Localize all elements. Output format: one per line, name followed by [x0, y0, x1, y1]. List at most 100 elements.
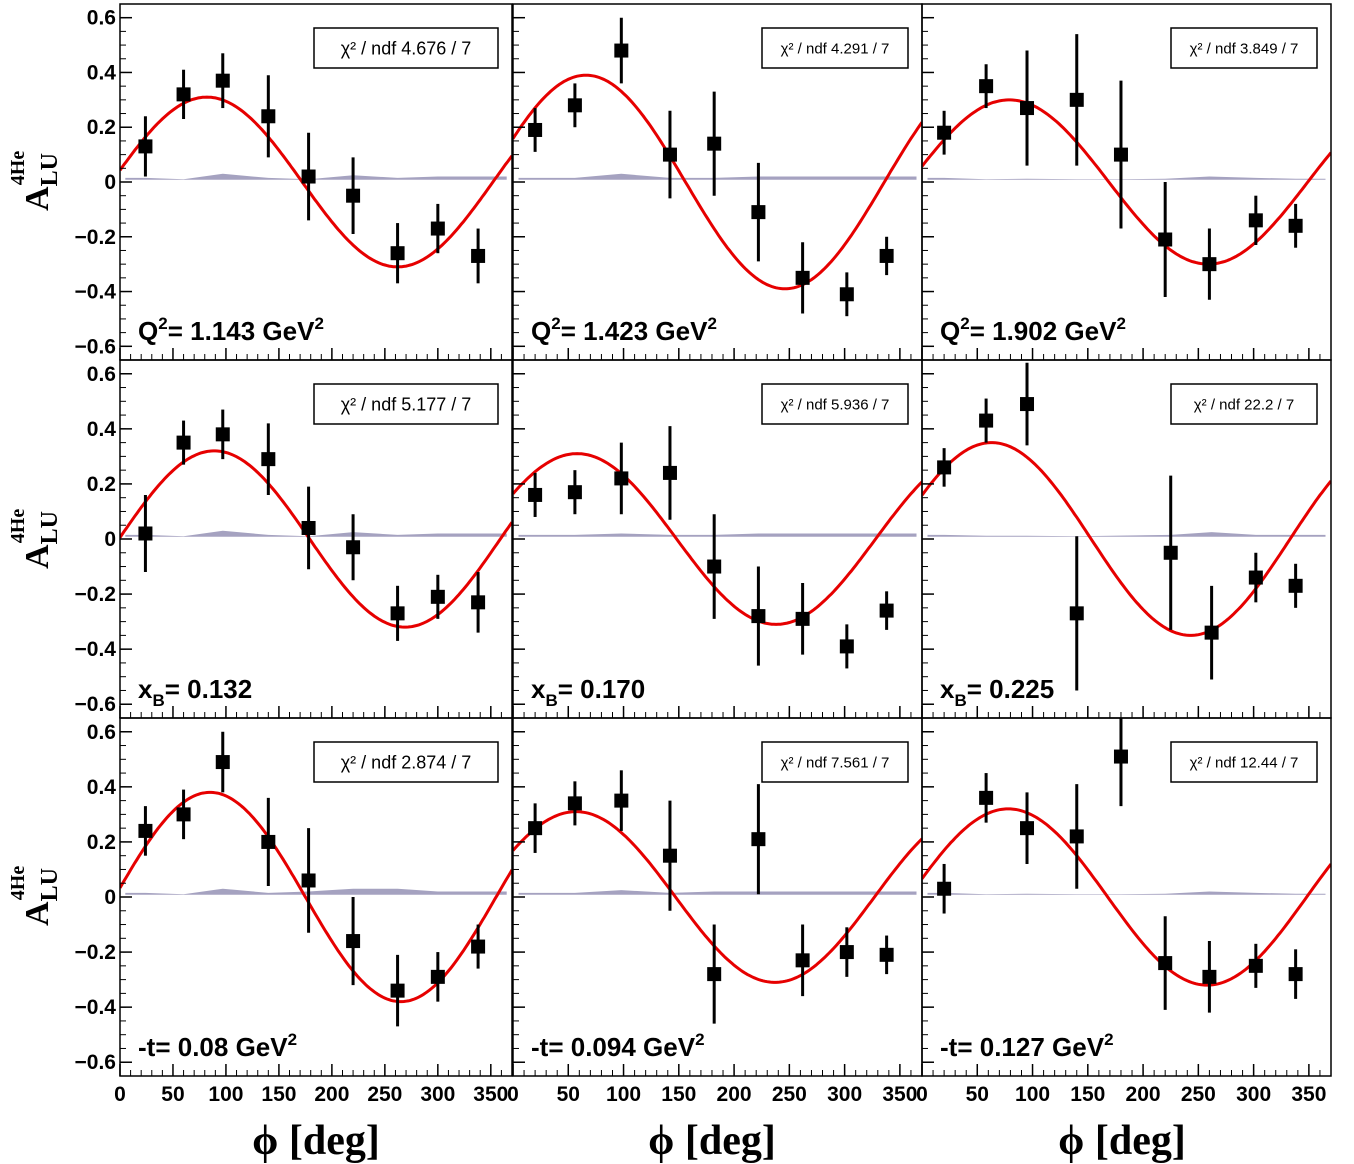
marker	[261, 452, 276, 467]
data-point	[662, 426, 677, 520]
marker	[430, 221, 445, 236]
fit-stat-box	[761, 383, 909, 425]
data-point	[707, 924, 722, 1024]
data-point	[301, 828, 316, 933]
marker	[346, 934, 361, 949]
marker	[430, 589, 445, 604]
marker	[937, 460, 952, 475]
y-axis-title-sup: 4He	[7, 509, 29, 544]
x-tick-label: 300	[827, 1083, 862, 1106]
data-point	[215, 731, 230, 793]
data-point	[1288, 203, 1303, 248]
marker	[471, 595, 486, 610]
data-point	[839, 927, 854, 977]
marker	[614, 43, 629, 58]
marker	[979, 790, 994, 805]
bin-label: xB= 0.225	[940, 674, 1054, 710]
marker	[390, 606, 405, 621]
y-tick-label: −0.4	[75, 281, 117, 304]
data-point	[707, 91, 722, 196]
marker	[471, 939, 486, 954]
x-tick-label: 200	[717, 1083, 752, 1106]
fit-curve	[120, 95, 512, 269]
bin-label: Q2= 1.423 GeV2	[531, 314, 717, 346]
y-tick-label: −0.2	[75, 583, 116, 606]
data-point	[1113, 718, 1128, 807]
data-point	[879, 935, 894, 975]
data-point	[979, 398, 994, 443]
bin-label: -t= 0.127 GeV2	[940, 1030, 1114, 1062]
data-point	[390, 954, 405, 1027]
marker	[215, 427, 230, 442]
x-axis-title: ϕ [deg]	[1058, 1118, 1186, 1164]
plot-area	[120, 409, 512, 641]
bin-label: -t= 0.08 GeV2	[138, 1030, 297, 1062]
y-tick-label: −0.4	[75, 996, 117, 1019]
x-tick-label: 50	[966, 1083, 989, 1106]
data-point	[879, 236, 894, 276]
marker	[176, 435, 191, 450]
marker	[1288, 218, 1303, 233]
data-point	[471, 228, 486, 284]
x-axis-title: ϕ [deg]	[648, 1118, 776, 1164]
marker	[937, 125, 952, 140]
marker	[1113, 749, 1128, 764]
bin-label: xB= 0.132	[138, 674, 252, 710]
data-point	[707, 514, 722, 619]
marker	[707, 967, 722, 982]
data-point	[215, 409, 230, 460]
marker	[567, 796, 582, 811]
data-point	[430, 952, 445, 1002]
marker	[879, 947, 894, 962]
data-point	[662, 800, 677, 911]
data-point	[614, 17, 629, 84]
marker	[215, 73, 230, 88]
y-tick-label: 0	[104, 528, 116, 551]
x-tick-label: 0	[114, 1083, 126, 1106]
y-tick-label: −0.6	[75, 335, 116, 358]
data-point	[1163, 475, 1178, 630]
marker	[1248, 958, 1263, 973]
data-point	[1020, 792, 1035, 864]
x-tick-label: 250	[772, 1083, 807, 1106]
systematic-band	[518, 173, 917, 180]
marker	[346, 540, 361, 555]
y-axis-title-sup: 4He	[7, 151, 29, 186]
data-point	[430, 203, 445, 254]
marker	[1204, 625, 1219, 640]
marker	[346, 188, 361, 203]
systematic-band	[518, 890, 917, 895]
data-point	[795, 242, 810, 314]
marker	[879, 603, 894, 618]
marker	[301, 520, 316, 535]
data-point	[1204, 585, 1219, 680]
marker	[567, 485, 582, 500]
panel-0-0: −0.6 −0.4 −0.2 0 0.2 0.4 0.6 χ² / ndf 4.676 / 7…	[75, 3, 513, 361]
x-tick-label: 200	[1126, 1083, 1161, 1106]
systematic-band	[125, 530, 507, 537]
data-point	[662, 110, 677, 199]
systematic-band	[518, 533, 917, 537]
data-point	[390, 223, 405, 284]
data-point	[567, 470, 582, 515]
y-tick-label: 0.2	[87, 116, 116, 139]
fit-curve	[922, 807, 1331, 987]
data-point	[751, 162, 766, 262]
fit-curve	[513, 73, 922, 291]
y-axis-title-sup: 4He	[7, 866, 29, 901]
x-tick-label: 150	[661, 1083, 696, 1106]
bin-label: Q2= 1.143 GeV2	[138, 314, 324, 346]
data-point	[795, 583, 810, 655]
marker	[795, 270, 810, 285]
marker	[261, 109, 276, 124]
systematic-band	[927, 176, 1326, 180]
data-point	[1158, 182, 1173, 298]
systematic-band	[927, 891, 1326, 895]
marker	[662, 848, 677, 863]
y-tick-label: 0.6	[87, 721, 116, 744]
data-point	[1202, 228, 1217, 300]
data-point	[1069, 34, 1084, 166]
marker	[1069, 829, 1084, 844]
x-tick-label: 350	[882, 1083, 917, 1106]
y-axis-title: ALU	[19, 868, 63, 926]
